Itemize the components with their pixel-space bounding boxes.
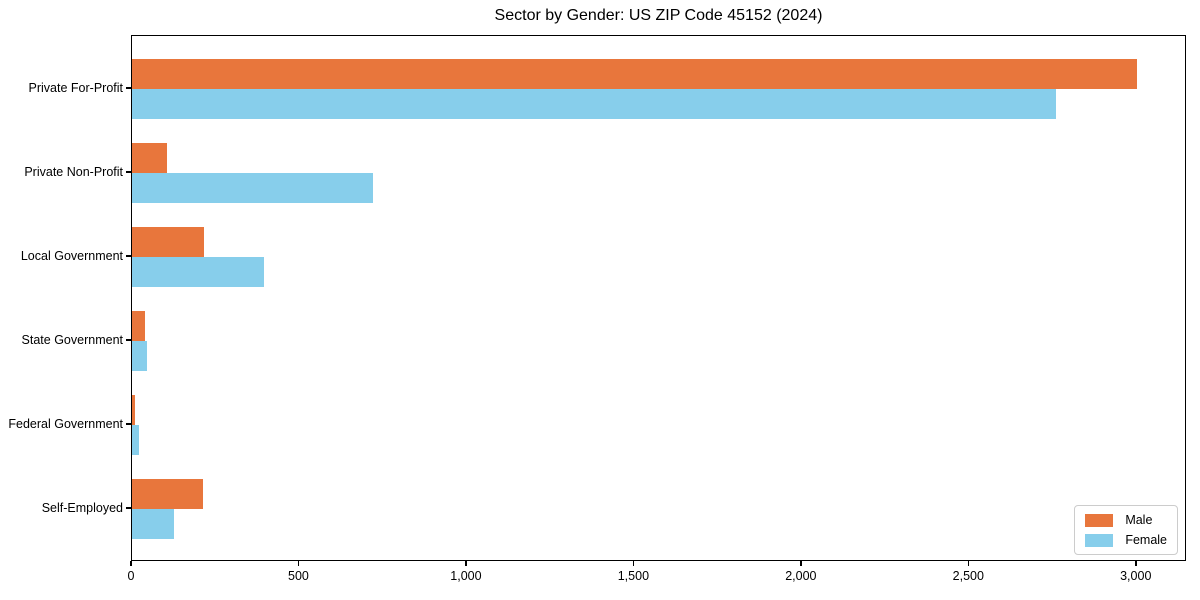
legend-label-male: Male — [1125, 513, 1153, 527]
legend-label-female: Female — [1125, 533, 1167, 547]
x-axis-tick-500: 500 — [288, 569, 309, 583]
x-axis-tick-3-000: 3,000 — [1120, 569, 1152, 583]
bar-female-private-non-profit — [132, 173, 373, 203]
bar-male-private-for-profit — [132, 59, 1137, 89]
y-axis-label-local-government: Local Government — [20, 249, 123, 263]
chart-title: Sector by Gender: US ZIP Code 45152 (202… — [494, 7, 823, 24]
bar-female-state-government — [132, 341, 147, 371]
legend-entry-male: Male — [1085, 513, 1167, 527]
bar-male-federal-government — [132, 395, 135, 425]
bar-male-private-non-profit — [132, 143, 167, 173]
y-tick-mark — [126, 339, 131, 341]
bar-male-self-employed — [132, 479, 203, 509]
x-axis-tick-0: 0 — [127, 569, 135, 583]
y-axis-label-private-for-profit: Private For-Profit — [28, 81, 123, 95]
bar-male-state-government — [132, 311, 145, 341]
y-axis-label-federal-government: Federal Government — [8, 417, 123, 431]
x-tick-mark — [967, 561, 970, 566]
x-tick-mark — [632, 561, 635, 566]
legend-entry-female: Female — [1085, 533, 1167, 547]
y-axis-label-state-government: State Government — [21, 333, 123, 347]
y-tick-mark — [126, 507, 131, 509]
legend-swatch-female — [1085, 533, 1114, 547]
y-tick-mark — [126, 171, 131, 173]
y-axis-label-self-employed: Self-Employed — [41, 501, 123, 515]
bar-female-private-for-profit — [132, 89, 1056, 119]
x-tick-mark — [297, 561, 300, 566]
bar-female-federal-government — [132, 425, 139, 455]
x-tick-mark — [130, 561, 132, 566]
x-axis-tick-1-000: 1,000 — [450, 569, 482, 583]
plot-area — [131, 35, 1186, 561]
x-axis-tick-2-500: 2,500 — [952, 569, 984, 583]
x-axis-tick-2-000: 2,000 — [785, 569, 817, 583]
legend-swatch-male — [1085, 513, 1114, 527]
y-tick-mark — [126, 255, 131, 257]
y-tick-mark — [126, 87, 131, 89]
bar-male-local-government — [132, 227, 204, 257]
legend: Male Female — [1074, 505, 1178, 555]
x-tick-mark — [1135, 561, 1137, 566]
bar-female-self-employed — [132, 509, 174, 539]
bar-female-local-government — [132, 257, 264, 287]
x-tick-mark — [465, 561, 467, 566]
y-tick-mark — [126, 423, 131, 425]
x-axis-tick-1-500: 1,500 — [617, 569, 650, 583]
y-axis-label-private-non-profit: Private Non-Profit — [24, 165, 123, 179]
x-tick-mark — [800, 561, 802, 566]
